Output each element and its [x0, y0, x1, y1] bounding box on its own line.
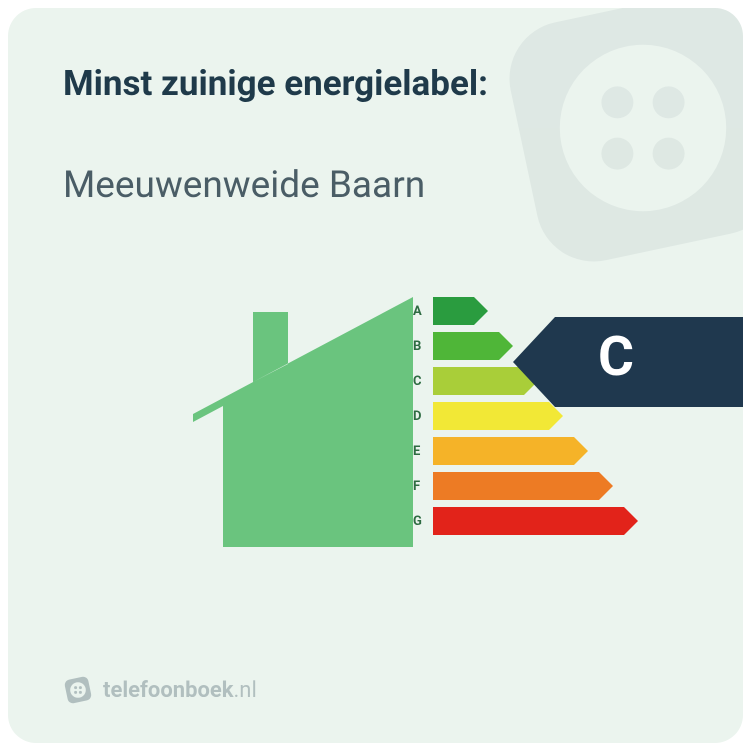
energy-bar-letter: B — [413, 332, 421, 360]
footer-brand: telefoonboek.nl — [63, 675, 257, 705]
energy-graphic: ABCDEFG C — [63, 297, 688, 557]
card-subtitle: Meeuwenweide Baarn — [63, 164, 688, 207]
energy-bar-letter: F — [413, 472, 420, 500]
energy-bar-e: E — [413, 437, 743, 465]
brand-text: telefoonboek.nl — [103, 678, 257, 703]
energy-bar-letter: E — [413, 437, 420, 465]
energy-bar-f: F — [413, 472, 743, 500]
energy-bar-letter: C — [413, 367, 422, 395]
energy-label-card: Minst zuinige energielabel: Meeuwenweide… — [8, 8, 743, 743]
energy-bar-letter: D — [413, 402, 421, 430]
house-icon — [193, 297, 413, 551]
energy-bar-g: G — [413, 507, 743, 535]
energy-bar-letter: A — [413, 297, 422, 325]
energy-bar-letter: G — [413, 507, 422, 535]
card-title: Minst zuinige energielabel: — [63, 63, 688, 104]
brand-icon — [63, 675, 93, 705]
watermark-logo — [483, 8, 743, 288]
rating-callout: C — [513, 317, 743, 407]
brand-name-light: .nl — [234, 678, 257, 703]
brand-name-bold: telefoonboek — [103, 678, 234, 703]
rating-letter: C — [598, 325, 634, 389]
